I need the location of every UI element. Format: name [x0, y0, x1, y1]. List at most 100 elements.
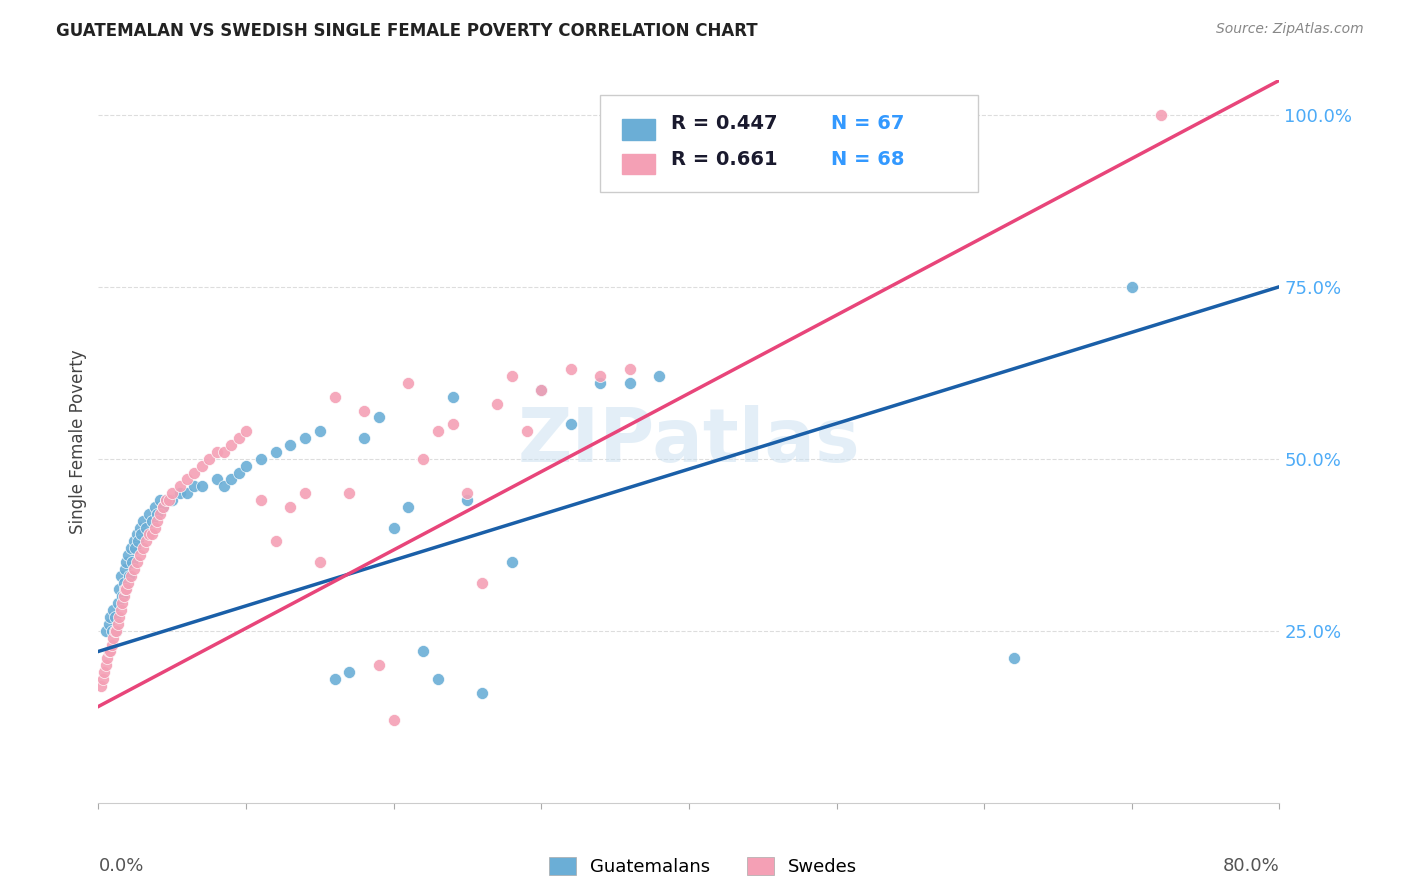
Point: [125, 555, 148, 569]
Point: [114, 582, 136, 597]
Point: [120, 568, 142, 582]
Point: [456, 486, 478, 500]
Point: [97, 616, 120, 631]
Point: [105, 624, 128, 638]
Point: [110, 603, 132, 617]
Point: [1002, 651, 1025, 665]
Point: [278, 438, 302, 452]
Point: [129, 527, 152, 541]
Point: [501, 555, 523, 569]
Point: [94, 658, 117, 673]
Point: [143, 520, 166, 534]
Point: [294, 431, 316, 445]
Point: [294, 486, 316, 500]
Point: [90, 679, 112, 693]
Point: [515, 424, 537, 438]
Point: [368, 410, 391, 425]
Text: Source: ZipAtlas.com: Source: ZipAtlas.com: [1216, 22, 1364, 37]
Point: [441, 417, 464, 432]
Point: [560, 417, 582, 432]
Point: [152, 500, 174, 514]
Point: [228, 431, 250, 445]
Point: [107, 596, 129, 610]
Point: [530, 383, 553, 397]
Point: [114, 562, 136, 576]
Text: R = 0.447: R = 0.447: [671, 114, 778, 133]
Point: [111, 596, 134, 610]
Point: [127, 534, 149, 549]
Bar: [621, 154, 655, 174]
Point: [124, 541, 146, 556]
Point: [121, 555, 143, 569]
Point: [132, 541, 155, 556]
Point: [146, 514, 169, 528]
Point: [235, 458, 257, 473]
Point: [118, 568, 141, 582]
Point: [100, 624, 122, 638]
Point: [155, 493, 177, 508]
Point: [250, 493, 273, 508]
Point: [228, 466, 250, 480]
Point: [1121, 279, 1143, 293]
Point: [339, 486, 360, 500]
Point: [146, 507, 169, 521]
Point: [412, 644, 434, 658]
Point: [486, 397, 509, 411]
Point: [103, 631, 125, 645]
FancyBboxPatch shape: [600, 95, 979, 193]
Point: [157, 493, 180, 508]
Point: [501, 369, 523, 384]
Point: [115, 582, 138, 597]
Point: [183, 466, 205, 480]
Point: [98, 644, 121, 658]
Point: [128, 520, 150, 534]
Point: [162, 486, 183, 500]
Point: [138, 507, 160, 521]
Point: [108, 610, 131, 624]
Point: [135, 534, 157, 549]
Point: [138, 527, 160, 541]
Point: [382, 713, 405, 727]
Point: [368, 658, 391, 673]
Point: [560, 362, 582, 376]
Point: [93, 665, 115, 679]
Point: [427, 672, 450, 686]
Point: [339, 665, 360, 679]
Point: [155, 493, 177, 508]
Point: [471, 686, 494, 700]
Point: [396, 376, 419, 390]
Point: [162, 493, 183, 508]
Legend: Guatemalans, Swedes: Guatemalans, Swedes: [541, 849, 865, 883]
Point: [169, 479, 191, 493]
Bar: [621, 120, 655, 139]
Point: [396, 500, 419, 514]
Point: [98, 610, 121, 624]
Text: 0.0%: 0.0%: [98, 857, 143, 875]
Point: [427, 424, 450, 438]
Point: [104, 610, 127, 624]
Point: [353, 431, 375, 445]
Point: [97, 644, 120, 658]
Point: [309, 555, 332, 569]
Point: [112, 575, 135, 590]
Point: [205, 472, 228, 486]
Text: R = 0.661: R = 0.661: [671, 150, 778, 169]
Y-axis label: Single Female Poverty: Single Female Poverty: [69, 350, 87, 533]
Point: [149, 507, 172, 521]
Point: [219, 438, 242, 452]
Point: [456, 493, 478, 508]
Point: [176, 486, 198, 500]
Point: [110, 568, 132, 582]
Point: [183, 479, 205, 493]
Point: [323, 672, 346, 686]
Text: GUATEMALAN VS SWEDISH SINGLE FEMALE POVERTY CORRELATION CHART: GUATEMALAN VS SWEDISH SINGLE FEMALE POVE…: [56, 22, 758, 40]
Point: [264, 534, 287, 549]
Point: [212, 445, 235, 459]
Point: [250, 451, 273, 466]
Text: ZIPatlas: ZIPatlas: [517, 405, 860, 478]
Point: [212, 479, 235, 493]
Point: [176, 472, 198, 486]
Point: [382, 520, 405, 534]
Point: [619, 376, 641, 390]
Point: [111, 590, 134, 604]
